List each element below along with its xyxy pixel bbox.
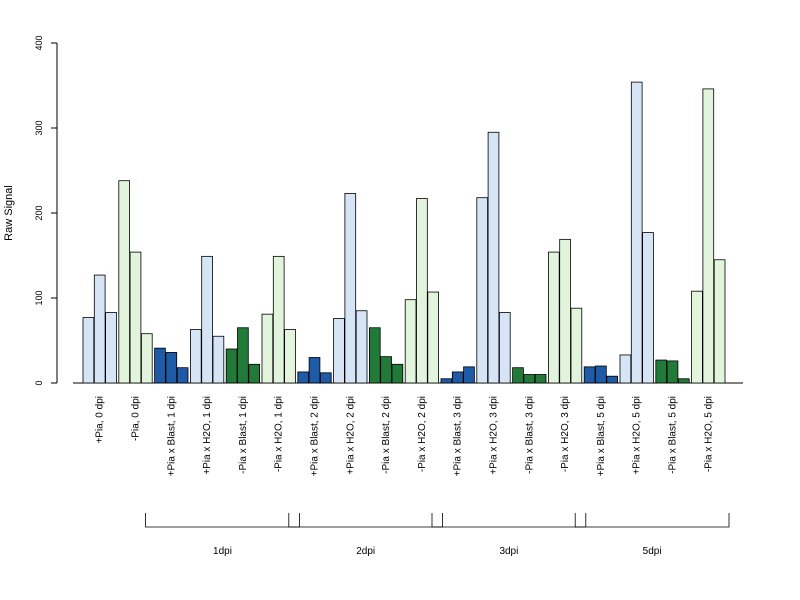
x-tick-label: +Pia x Blast, 2 dpi: [310, 396, 321, 476]
bar: [666, 360, 679, 384]
timepoint-label: 3dpi: [499, 546, 518, 557]
bar: [498, 312, 511, 384]
bar: [487, 131, 500, 384]
x-tick-label: -Pia x H2O, 5 dpi: [703, 396, 714, 472]
bar: [713, 259, 726, 384]
x-tick-label: +Pia x H2O, 1 dpi: [202, 396, 213, 475]
bar: [427, 291, 439, 384]
bar: [154, 347, 166, 384]
x-tick-labels: +Pia, 0 dpi -Pia, 0 dpi +Pia x Blast, 1 dp…: [95, 396, 715, 476]
bar: [404, 299, 417, 384]
bar: [583, 366, 596, 384]
bar: [678, 378, 690, 384]
timepoint-bracket: [145, 513, 300, 528]
bar: [595, 365, 607, 384]
y-tick-label: 300: [34, 120, 44, 135]
x-tick-label: -Pia x H2O, 1 dpi: [274, 396, 285, 472]
bar: [297, 371, 309, 384]
timepoint-brackets: 1dpi 2dpi 3dpi 5dpi: [145, 513, 730, 557]
bar: [702, 88, 715, 384]
timepoint-bracket: [574, 513, 730, 528]
bar: [105, 312, 117, 384]
x-tick-label: +Pia x H2O, 5 dpi: [632, 396, 643, 475]
bar: [523, 374, 536, 384]
timepoint-label: 2dpi: [356, 546, 375, 557]
bar: [248, 363, 261, 384]
x-tick-label: -Pia x H2O, 3 dpi: [560, 396, 571, 472]
bar: [606, 375, 618, 384]
bar: [391, 363, 404, 384]
bar: [380, 356, 392, 384]
timepoint-bracket: [288, 513, 443, 528]
x-tick-label: +Pia x Blast, 3 dpi: [453, 396, 464, 476]
bar: [308, 357, 321, 384]
x-tick-label: +Pia x Blast, 5 dpi: [596, 396, 607, 476]
x-tick-label: -Pia x H2O, 2 dpi: [417, 396, 428, 472]
bar: [534, 374, 547, 384]
bar: [512, 367, 524, 384]
bar: [476, 197, 488, 384]
bar: [284, 329, 296, 384]
x-tick-label: -Pia x Blast, 3 dpi: [524, 396, 535, 474]
bar: [319, 372, 332, 384]
bar: [619, 354, 632, 384]
x-tick-label: -Pia, 0 dpi: [131, 396, 142, 441]
x-tick-label: -Pia x Blast, 2 dpi: [381, 396, 392, 474]
x-tick-label: -Pia x Blast, 1 dpi: [238, 396, 249, 474]
timepoint-label: 1dpi: [213, 546, 232, 557]
x-tick-label: +Pia, 0 dpi: [95, 396, 106, 444]
bar: [655, 359, 667, 384]
bar: [272, 255, 285, 384]
bar: [212, 335, 225, 384]
bar: [344, 193, 357, 384]
y-tick-label: 100: [34, 290, 44, 305]
x-tick-label: +Pia x H2O, 2 dpi: [345, 396, 356, 475]
bar: [189, 329, 202, 384]
bar: [368, 327, 381, 384]
timepoint-bracket: [431, 513, 587, 528]
bar: [559, 238, 571, 384]
bar: [176, 367, 189, 384]
x-tick-label: -Pia x Blast, 5 dpi: [668, 396, 679, 474]
bar: [630, 81, 643, 384]
bar: [225, 348, 238, 384]
bar: [548, 251, 560, 384]
bars: [82, 81, 726, 384]
bar: [140, 333, 153, 384]
bar: [82, 317, 95, 384]
y-tick-label: 0: [34, 380, 44, 385]
bar: [463, 366, 475, 384]
bar: [451, 371, 464, 384]
bar: [691, 290, 703, 384]
bar: [570, 307, 583, 384]
timepoint-label: 5dpi: [643, 546, 662, 557]
bar: [237, 327, 249, 384]
x-tick-label: +Pia x H2O, 3 dpi: [489, 396, 500, 475]
bar: [118, 180, 131, 384]
bar: [165, 351, 178, 384]
bar: [416, 198, 428, 384]
bar: [129, 251, 142, 384]
bar: [201, 255, 213, 384]
bar: [261, 313, 274, 384]
y-tick-label: 200: [34, 205, 44, 220]
bar: [333, 317, 345, 384]
x-tick-label: +Pia x Blast, 1 dpi: [166, 396, 177, 476]
bar: [642, 232, 654, 384]
bar: [440, 378, 453, 384]
y-tick-label: 400: [34, 35, 44, 50]
y-axis: 0 100 200 300 400: [34, 35, 58, 386]
bar: [93, 274, 106, 384]
y-axis-label: Raw Signal: [3, 185, 15, 241]
bar: [355, 310, 368, 384]
